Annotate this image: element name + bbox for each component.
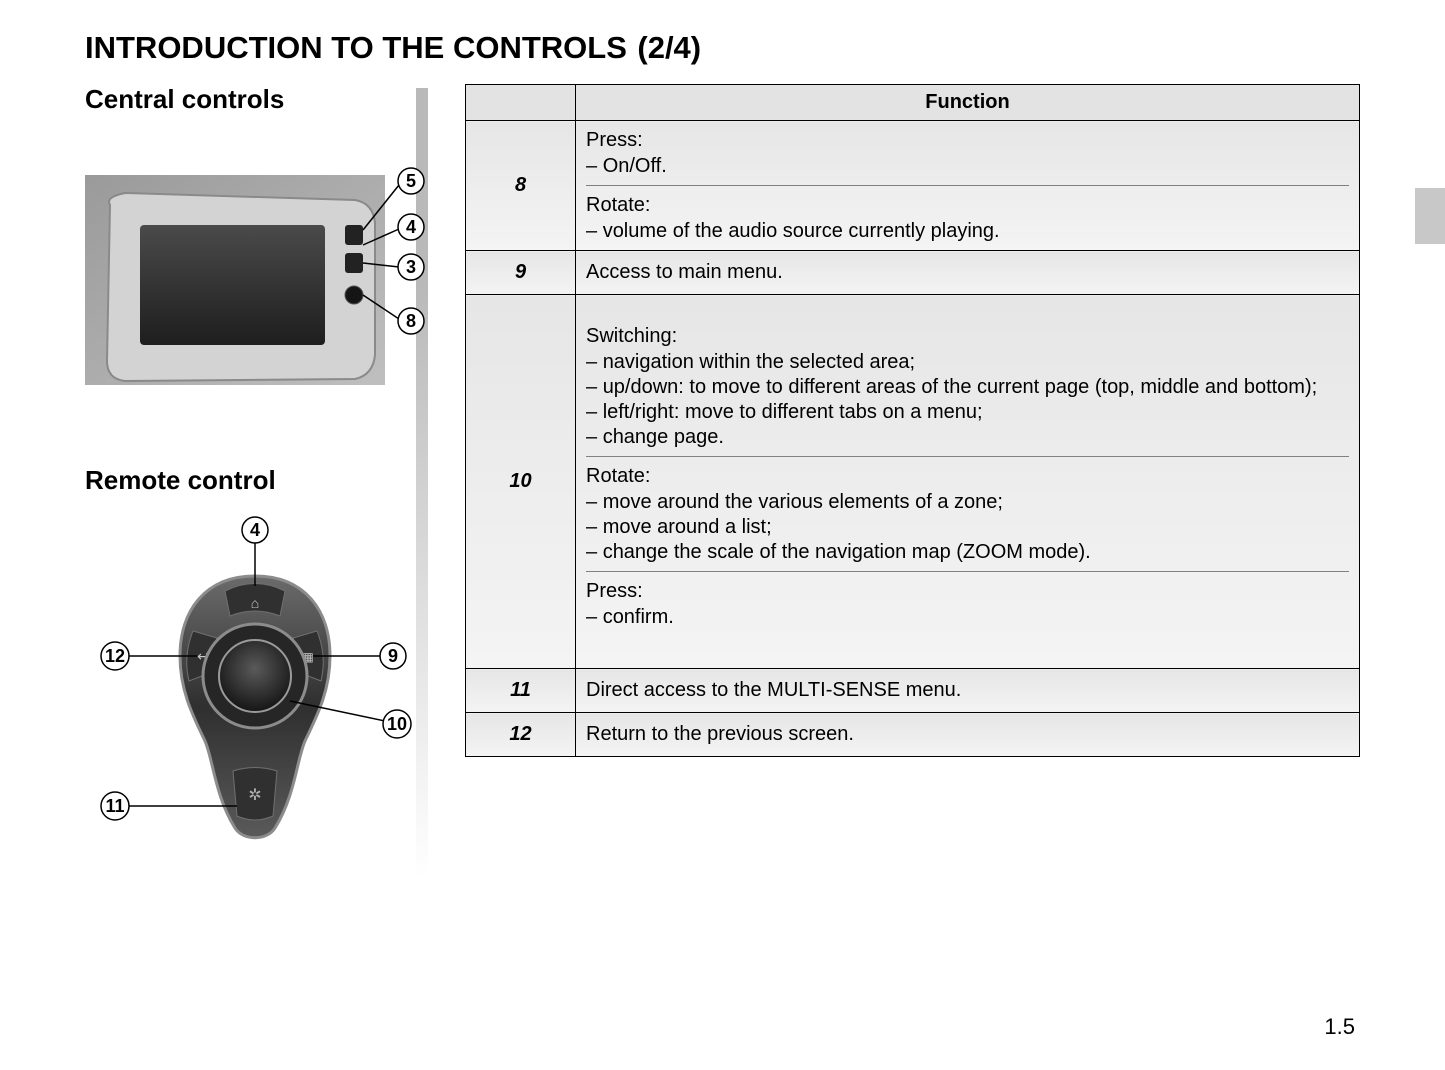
section-list: navigation within the selected area;up/d… (586, 350, 1349, 450)
row-index: 8 (466, 121, 576, 251)
central-controls-heading: Central controls (85, 84, 425, 115)
row-index: 11 (466, 669, 576, 713)
list-item: move around a list; (604, 515, 1349, 540)
list-item: move around the various elements of a zo… (604, 490, 1349, 515)
list-item: change page. (604, 425, 1349, 450)
list-item: navigation within the selected area; (604, 350, 1349, 375)
page-edge-tab (1415, 188, 1445, 244)
list-item: up/down: to move to different areas of t… (604, 375, 1349, 400)
list-item: On/Off. (604, 154, 1349, 179)
page-title: INTRODUCTION TO THE CONTROLS (2/4) (85, 30, 1360, 66)
callout-8: 8 (406, 311, 416, 331)
row-description: Press:On/Off. Rotate:volume of the audio … (576, 121, 1360, 251)
remote-callout-4: 4 (250, 520, 260, 540)
row-description: Return to the previous screen. (576, 713, 1360, 757)
list-item: confirm. (604, 605, 1349, 630)
section-title: Press: (586, 129, 1349, 152)
title-main: INTRODUCTION TO THE CONTROLS (85, 30, 627, 65)
table-body: 8Press:On/Off.Rotate:volume of the audio… (466, 121, 1360, 757)
row-index: 10 (466, 295, 576, 669)
table-row: 11Direct access to the MULTI-SENSE menu. (466, 669, 1360, 713)
list-item: volume of the audio source currently pla… (604, 219, 1349, 244)
title-part: (2/4) (637, 30, 701, 65)
row-description: Access to main menu. (576, 251, 1360, 295)
callout-4: 4 (406, 217, 416, 237)
section-title: Switching: (586, 325, 1349, 348)
section-title: Rotate: (586, 465, 1349, 488)
section-list: On/Off. (586, 154, 1349, 179)
section-list: volume of the audio source currently pla… (586, 219, 1349, 244)
remote-callout-11: 11 (105, 796, 124, 816)
svg-text:✲: ✲ (248, 787, 261, 804)
section-title: Rotate: (586, 194, 1349, 217)
table-header-blank (466, 85, 576, 121)
function-table: Function 8Press:On/Off.Rotate:volume of … (465, 84, 1360, 757)
section-list: confirm. (586, 605, 1349, 630)
section-list: move around the various elements of a zo… (586, 490, 1349, 565)
remote-control-heading: Remote control (85, 465, 425, 496)
row-description: Direct access to the MULTI-SENSE menu. (576, 669, 1360, 713)
central-controls-diagram: 5 4 3 8 (85, 145, 425, 405)
callout-5: 5 (406, 171, 416, 191)
list-item: change the scale of the navigation map (… (604, 540, 1349, 565)
page-number: 1.5 (1324, 1014, 1355, 1040)
callout-3: 3 (406, 257, 416, 277)
section-title: Press: (586, 580, 1349, 603)
row-index: 9 (466, 251, 576, 295)
svg-text:⌂: ⌂ (251, 595, 259, 611)
row-index: 12 (466, 713, 576, 757)
table-row: 10Switching:navigation within the select… (466, 295, 1360, 669)
remote-callout-10: 10 (387, 714, 407, 734)
remote-control-diagram: ⌂ ↩ ▦ ✲ (85, 516, 425, 876)
remote-callout-12: 12 (105, 646, 125, 666)
table-header-function: Function (576, 85, 1360, 121)
table-row: 8 Press:On/Off. Rotate:volume of the audio… (466, 121, 1360, 251)
list-item: left/right: move to different tabs on a … (604, 400, 1349, 425)
remote-callout-9: 9 (388, 646, 398, 666)
table-row: 12Return to the previous screen. (466, 713, 1360, 757)
table-row: 9Access to main menu. (466, 251, 1360, 295)
row-description: Switching:navigation within the selected… (576, 295, 1360, 669)
